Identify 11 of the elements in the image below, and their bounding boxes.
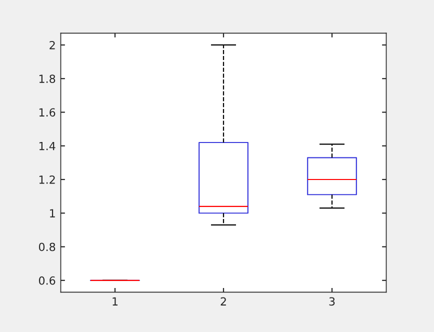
y-tick-label: 1.8: [39, 74, 56, 83]
x-tick-label: 1: [112, 297, 118, 306]
y-tick-label: 0.6: [38, 276, 56, 285]
y-tick-label: 2: [50, 40, 55, 50]
y-tick-label: 1: [50, 209, 55, 218]
x-tick-label: 2: [220, 297, 226, 306]
y-tick-label: 1.4: [39, 142, 56, 150]
x-tick-label: 3: [329, 297, 335, 306]
y-tick-label: 1.6: [39, 108, 56, 117]
y-tick-label: 0.8: [38, 242, 56, 252]
y-tick-label: 1.2: [39, 175, 55, 184]
